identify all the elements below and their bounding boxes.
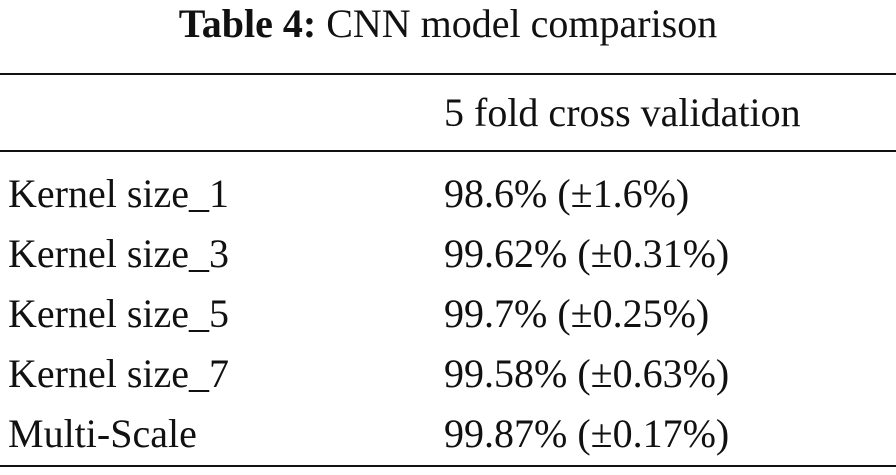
row-label: Kernel size_3	[8, 231, 230, 276]
row-value: 99.62% (±0.31%)	[444, 231, 730, 276]
row-value: 99.58% (±0.63%)	[444, 351, 730, 396]
row-value: 98.6% (±1.6%)	[444, 171, 690, 216]
row-label: Kernel size_1	[8, 171, 230, 216]
table-caption-label: Table 4:	[178, 1, 317, 46]
row-label: Kernel size_7	[8, 351, 230, 396]
table-header-rule	[0, 150, 896, 152]
table-row: Kernel size_3 99.62% (±0.31%)	[0, 224, 896, 284]
table-row: Kernel size_5 99.7% (±0.25%)	[0, 284, 896, 344]
row-label: Kernel size_5	[8, 291, 230, 336]
table-caption-text: CNN model comparison	[326, 1, 718, 46]
table-row: Kernel size_1 98.6% (±1.6%)	[0, 164, 896, 224]
table-top-rule	[0, 73, 896, 75]
row-value: 99.87% (±0.17%)	[444, 411, 730, 456]
column-header-cross-validation: 5 fold cross validation	[444, 90, 801, 135]
table-body: Kernel size_1 98.6% (±1.6%) Kernel size_…	[0, 164, 896, 464]
row-value: 99.7% (±0.25%)	[444, 291, 710, 336]
table-row: Kernel size_7 99.58% (±0.63%)	[0, 344, 896, 404]
row-label: Multi-Scale	[8, 411, 197, 456]
table-bottom-rule	[0, 465, 896, 467]
table-row: Multi-Scale 99.87% (±0.17%)	[0, 404, 896, 464]
table-caption: Table 4: CNN model comparison	[0, 0, 896, 56]
